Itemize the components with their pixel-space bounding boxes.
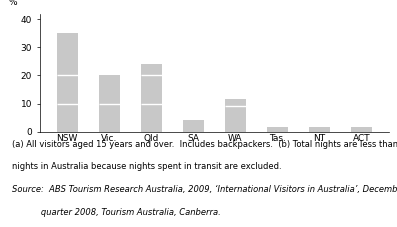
Bar: [98, 75, 119, 132]
Bar: [309, 127, 330, 132]
Text: %: %: [8, 0, 17, 7]
Bar: [183, 120, 204, 132]
Text: quarter 2008, Tourism Australia, Canberra.: quarter 2008, Tourism Australia, Canberr…: [12, 208, 221, 217]
Text: Source:  ABS Tourism Research Australia, 2009, ‘International Visitors in Austra: Source: ABS Tourism Research Australia, …: [12, 185, 397, 194]
Bar: [267, 127, 288, 132]
Bar: [351, 127, 372, 132]
Bar: [225, 99, 246, 132]
Bar: [141, 64, 162, 132]
Bar: [56, 33, 77, 132]
Text: (a) All visitors aged 15 years and over.  Includes backpackers.  (b) Total night: (a) All visitors aged 15 years and over.…: [12, 140, 397, 149]
Text: nights in Australia because nights spent in transit are excluded.: nights in Australia because nights spent…: [12, 162, 281, 171]
